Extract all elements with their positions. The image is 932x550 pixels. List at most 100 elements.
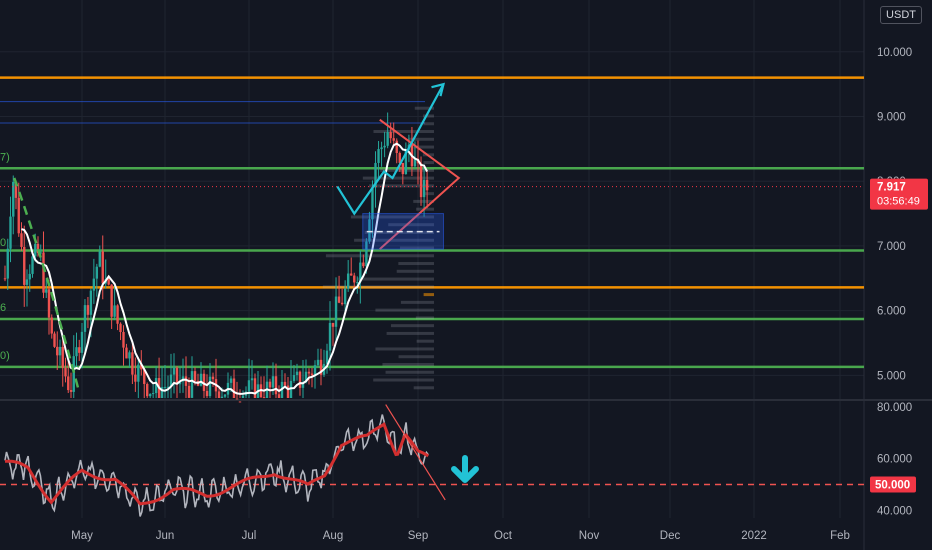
time-tick-label: Jul <box>242 530 257 542</box>
candle-body <box>262 397 266 399</box>
rsi-tick-label: 60.000 <box>877 454 912 466</box>
candle-body <box>392 138 395 141</box>
volume-profile-bar <box>357 277 434 281</box>
triangle-pattern <box>379 118 461 250</box>
volume-profile-bar <box>398 355 434 359</box>
candle-body <box>404 149 408 175</box>
candle-body <box>9 216 12 249</box>
price-axis[interactable]: 10.0009.0008.0007.0006.0005.00080.00060.… <box>870 47 928 517</box>
candle-body <box>119 323 122 333</box>
candle-body <box>220 396 224 398</box>
candle-body <box>350 273 353 276</box>
volume-profile-bar <box>408 137 434 141</box>
candle-body <box>17 197 20 234</box>
candle-body <box>307 371 311 374</box>
time-axis[interactable]: May Jun Jul Aug Sep Oct Nov Dec 2022 Feb <box>71 530 850 542</box>
candle-body <box>208 376 212 397</box>
candle-body <box>289 380 293 398</box>
candle-body <box>75 347 78 357</box>
candle-body <box>56 346 59 356</box>
candle-body <box>122 332 125 348</box>
candle-body <box>422 179 426 198</box>
candle-body <box>163 386 167 388</box>
candle-body <box>28 273 31 280</box>
candle-body <box>36 243 40 254</box>
candle-body <box>95 266 99 279</box>
candle-body <box>238 401 242 403</box>
candle-body <box>148 393 152 397</box>
volume-profile-bar <box>375 308 434 312</box>
volume-profile-bar <box>422 114 434 118</box>
candle-body <box>110 284 113 317</box>
candle-body <box>271 376 275 388</box>
candle-body <box>78 347 81 353</box>
candle-body <box>374 162 377 188</box>
candle-body <box>175 367 179 385</box>
candle-body <box>184 376 188 386</box>
time-tick-label: Sep <box>408 530 428 542</box>
candle-body <box>140 364 143 370</box>
edge-label: 0) <box>0 350 10 362</box>
volume-profile-bar <box>413 145 434 149</box>
candle-body <box>217 391 221 398</box>
price-candles <box>3 112 429 403</box>
candle-body <box>274 376 278 395</box>
rsi-line <box>4 414 429 517</box>
rsi-trend-line <box>385 404 446 501</box>
volume-profile-bar <box>423 161 434 165</box>
candle-body <box>101 251 104 284</box>
candle-body <box>83 305 87 332</box>
candle-body <box>116 305 119 324</box>
candle-body <box>98 251 101 267</box>
drawings-layer[interactable]: 7) 0 6 0) <box>0 82 864 389</box>
candle-body <box>58 346 62 356</box>
time-tick-label: Nov <box>579 530 600 542</box>
candle-body <box>301 382 305 388</box>
candle-body <box>45 289 48 293</box>
candle-body <box>202 373 206 391</box>
candle-body <box>425 179 429 191</box>
time-tick-label: Dec <box>660 530 681 542</box>
candle-body <box>268 381 272 388</box>
candle-body <box>283 381 287 386</box>
candle-body <box>86 305 90 315</box>
currency-badge[interactable]: USDT <box>880 6 922 24</box>
candle-body <box>211 376 215 380</box>
candle-body <box>232 378 236 398</box>
candle-body <box>389 132 392 139</box>
countdown-label: 03:56:49 <box>877 196 920 208</box>
price-tick-label: 9.000 <box>877 111 906 123</box>
candle-body <box>53 333 56 347</box>
candle-body <box>377 149 380 163</box>
candle-body <box>23 246 26 285</box>
candle-body <box>365 241 368 267</box>
candle-body <box>39 252 42 254</box>
volume-profile-bar <box>396 269 434 273</box>
volume-profile-bar <box>416 339 434 343</box>
candle-body <box>419 163 423 198</box>
price-tick-label: 5.000 <box>877 370 906 382</box>
candle-body <box>128 352 131 359</box>
projection-path <box>336 83 445 216</box>
time-tick-label: Aug <box>323 530 343 542</box>
candle-body <box>14 181 18 198</box>
candle-body <box>12 181 15 217</box>
down-arrow-icon <box>451 466 479 483</box>
candle-body <box>20 233 23 247</box>
volume-profile-bar <box>423 293 434 297</box>
candle-body <box>193 371 197 381</box>
candle-body <box>131 352 134 375</box>
candle-body <box>304 371 308 383</box>
candle-body <box>398 152 401 163</box>
trend-line-dashed <box>13 177 80 389</box>
volume-profile-bar <box>388 223 434 227</box>
volume-profile-bar <box>415 316 434 320</box>
rsi-tick-label: 80.000 <box>877 402 912 414</box>
candle-body <box>69 390 73 392</box>
candle-body <box>346 273 350 289</box>
candle-body <box>134 374 137 382</box>
time-tick-label: May <box>71 530 93 542</box>
rsi-pane <box>0 404 864 517</box>
candle-body <box>125 347 128 359</box>
